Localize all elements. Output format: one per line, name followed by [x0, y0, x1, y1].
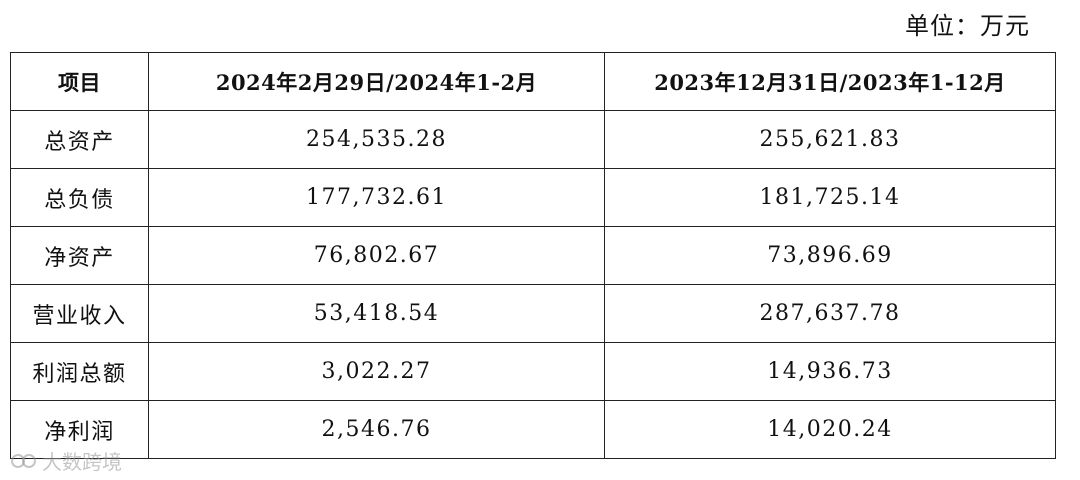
value-cell: 73,896.69 [604, 226, 1056, 285]
table-row: 净利润 2,546.76 14,020.24 [10, 400, 1056, 459]
value-cell: 287,637.78 [604, 284, 1056, 343]
value-cell: 53,418.54 [148, 284, 605, 343]
value-cell: 177,732.61 [148, 168, 605, 227]
financial-table: 项目 2024年2月29日/2024年1-2月 2023年12月31日/2023年1… [10, 52, 1056, 459]
value-cell: 254,535.28 [148, 110, 605, 169]
row-label: 利润总额 [10, 342, 149, 401]
header-cell: 2024年2月29日/2024年1-2月 [148, 52, 605, 111]
value-cell: 2,546.76 [148, 400, 605, 459]
row-label: 营业收入 [10, 284, 149, 343]
row-label: 总负债 [10, 168, 149, 227]
table-header: 项目 2024年2月29日/2024年1-2月 2023年12月31日/2023年1… [10, 52, 1056, 111]
value-cell: 14,936.73 [604, 342, 1056, 401]
row-label: 净资产 [10, 226, 149, 285]
table-row: 营业收入 53,418.54 287,637.78 [10, 284, 1056, 343]
watermark-logo [11, 453, 36, 468]
table-row: 总资产 254,535.28 255,621.83 [10, 110, 1056, 169]
watermark: 大数跨境 [10, 446, 122, 475]
value-cell: 181,725.14 [604, 168, 1056, 227]
watermark-text: 大数跨境 [42, 450, 122, 474]
row-label: 净利润 [10, 400, 149, 459]
table-row: 利润总额 3,022.27 14,936.73 [10, 342, 1056, 401]
value-cell: 14,020.24 [604, 400, 1056, 459]
unit-label: 单位：万元 [905, 12, 1030, 40]
value-cell: 255,621.83 [604, 110, 1056, 169]
value-cell: 3,022.27 [148, 342, 605, 401]
table-row: 净资产 76,802.67 73,896.69 [10, 226, 1056, 285]
header-row: 项目 2024年2月29日/2024年1-2月 2023年12月31日/2023年1… [10, 52, 1056, 111]
table-body: 总资产 254,535.28 255,621.83 总负债 177,732.61 181,… [10, 110, 1056, 459]
row-label: 总资产 [10, 110, 149, 169]
table-row: 总负债 177,732.61 181,725.14 [10, 168, 1056, 227]
value-cell: 76,802.67 [148, 226, 605, 285]
header-cell: 项目 [10, 52, 149, 111]
header-cell: 2023年12月31日/2023年1-12月 [604, 52, 1056, 111]
